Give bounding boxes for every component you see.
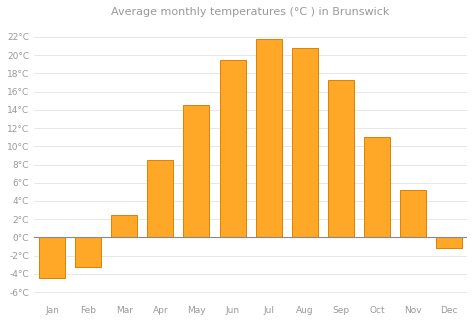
Bar xyxy=(183,105,210,237)
Bar xyxy=(219,60,246,237)
Title: Average monthly temperatures (°C ) in Brunswick: Average monthly temperatures (°C ) in Br… xyxy=(111,7,390,17)
Bar xyxy=(39,237,65,279)
Bar xyxy=(292,48,318,237)
Bar xyxy=(328,80,354,237)
Bar xyxy=(147,160,173,237)
Bar xyxy=(75,237,101,267)
Bar xyxy=(364,137,390,237)
Bar xyxy=(111,215,137,237)
Bar xyxy=(436,237,462,248)
Bar xyxy=(255,39,282,237)
Bar xyxy=(400,190,426,237)
